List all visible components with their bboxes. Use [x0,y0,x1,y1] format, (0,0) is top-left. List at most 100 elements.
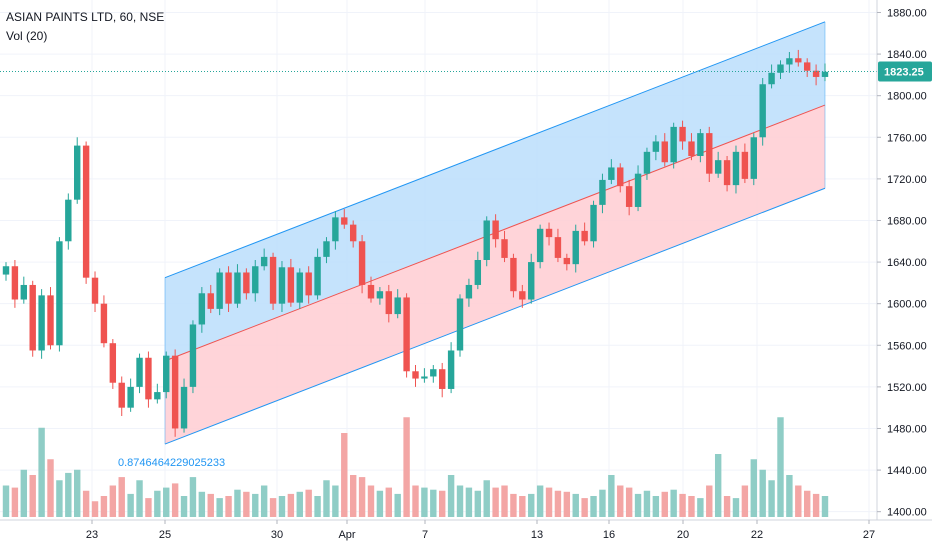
price-tick-label: 1560.00 [887,340,927,352]
volume-bar [439,490,446,517]
price-axis[interactable]: 1880.00 1840.00 1800.00 1760.00 1720.00 1680.… [876,0,932,550]
chart-legend: ASIAN PAINTS LTD, 60, NSE Vol (20) [6,8,164,46]
candle-body [661,141,668,163]
candle-body [670,126,677,163]
candle-body [795,58,802,63]
candle-body [563,257,571,265]
candle-body [465,284,473,299]
regression-channel[interactable]: 0.8746464229025233 [118,21,826,469]
volume-bar [243,491,250,517]
candle-body [821,71,829,77]
volume-indicator-label[interactable]: Vol (20) [6,29,48,43]
volume-bar [625,487,633,517]
volume-bar [341,433,348,517]
candle-body [456,298,464,351]
volume-bar [768,480,775,517]
candle-body [617,167,624,187]
price-tick-label: 1720.00 [887,174,927,186]
price-axis-bg [877,0,932,550]
volume-bar [47,459,54,517]
volume-bar [145,498,152,517]
candle-body [341,217,348,225]
volume-bar [269,498,277,517]
volume-bar [617,485,624,517]
candle-body [118,382,125,408]
candle-body [163,355,170,393]
volume-bar [812,493,820,517]
candle-body [741,151,749,179]
channel-upper-line [164,21,826,279]
volume-bar [278,496,286,517]
volume-bar [38,427,45,517]
candle-body [572,230,579,265]
price-tick-label: 1600.00 [887,299,927,311]
time-axis[interactable]: 23 25 30 Apr 7 13 16 20 22 27 [0,519,932,550]
candle-body [216,272,223,309]
volume-bar [483,480,490,517]
volume-bar [207,493,214,517]
volume-bar [447,475,455,517]
last-price-label: 1823.25 [884,67,924,79]
candle-body [29,284,36,351]
candle-body [332,217,339,242]
time-tick-label: Apr [338,529,355,541]
volume-bar [2,485,10,517]
candle-body [786,58,793,65]
candle-body [189,324,197,387]
candle-body [47,295,54,346]
volume-bar [421,487,428,517]
volume-bar [403,417,410,517]
candle-body [376,291,384,299]
candle-body [11,266,19,300]
candle-body [768,72,775,85]
time-tick-label: 13 [531,529,543,541]
candle-body [545,228,553,238]
time-tick-label: 27 [863,529,875,541]
volume-bar [599,489,606,517]
candle-body [403,297,410,372]
volume-bar [82,490,90,517]
volume-bar [394,493,401,517]
channel-lower-band [165,105,825,445]
candle-body [554,237,562,258]
price-tick-label: 1760.00 [887,132,927,144]
volume-bar [803,490,811,517]
volume-bar [741,485,749,517]
volume-bar [608,475,615,517]
volume-bar [332,485,339,517]
price-tick-label: 1840.00 [887,49,927,61]
candle-body [269,256,277,304]
volume-bar [670,489,677,517]
volume-bar [154,490,161,517]
volume-bar [109,485,117,517]
volume-bar [759,469,766,517]
volume-bar [723,496,731,517]
candle-body [207,293,214,309]
candle-body [2,266,10,275]
candle-body [714,160,722,174]
candle-body [91,277,99,304]
volume-bar [100,496,108,517]
candle-body [750,137,757,179]
volume-bar [706,485,713,517]
candle-body [483,220,490,260]
price-tick-label: 1680.00 [887,215,927,227]
volume-bar [643,490,651,517]
channel-lower-line [164,187,826,445]
volume-bar [163,487,170,517]
channel-upper-band [165,21,825,361]
time-tick-label: 30 [271,529,283,541]
symbol-title[interactable]: ASIAN PAINTS LTD, 60, NSE [6,10,165,24]
volume-bar [786,475,793,517]
time-tick-label: 25 [159,529,171,541]
volume-bar [118,477,125,517]
volume-bar [296,491,303,517]
volume-bar [287,493,295,517]
candle-body [349,224,357,242]
candle-body [100,303,108,344]
candle-body [127,386,134,408]
time-tick-label: 23 [86,529,98,541]
volume-bar [305,489,312,517]
time-axis-bg [0,520,932,550]
